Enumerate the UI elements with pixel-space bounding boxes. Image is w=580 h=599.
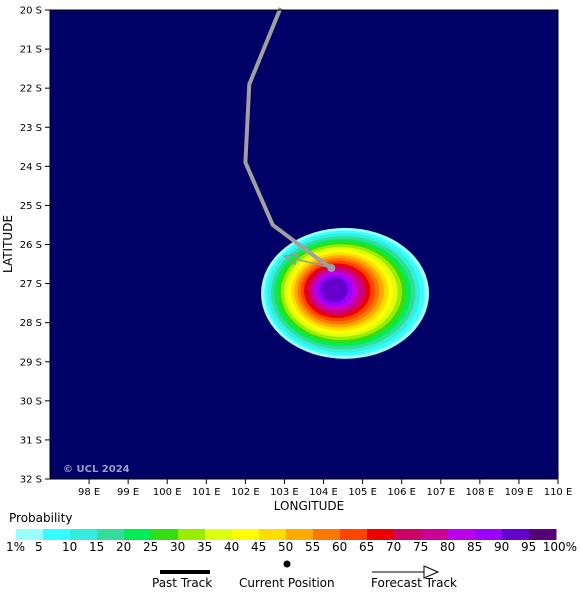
lat-tick-label: 23 S <box>20 123 42 134</box>
legend-label: 70 <box>386 540 402 554</box>
legend-swatch <box>16 529 44 540</box>
lat-tick-label: 20 S <box>20 6 42 17</box>
probability-field <box>261 227 430 359</box>
copyright-text: © UCL 2024 <box>63 464 130 475</box>
lon-tick-label: 103 E <box>270 487 299 498</box>
legend-swatch <box>367 529 395 540</box>
lat-tick-label: 30 S <box>20 396 42 407</box>
track-layer <box>243 7 336 272</box>
legend-swatch <box>151 529 179 540</box>
legend-label: 35 <box>197 540 213 554</box>
legend-swatch <box>394 529 422 540</box>
lon-tick-label: 110 E <box>544 487 573 498</box>
legend-swatch <box>475 529 503 540</box>
y-axis-title: LATITUDE <box>1 215 15 273</box>
legend-swatch <box>502 529 530 540</box>
legend-label: 25 <box>143 540 159 554</box>
legend-swatch <box>70 529 98 540</box>
lat-tick-label: 28 S <box>20 318 42 329</box>
lon-tick-label: 106 E <box>387 487 416 498</box>
lat-tick-label: 32 S <box>20 475 42 486</box>
legend-label: 20 <box>116 540 132 554</box>
past-track-line <box>243 7 333 270</box>
lon-tick-label: 108 E <box>466 487 495 498</box>
probability-contour <box>320 277 348 303</box>
legend-label: 65 <box>359 540 375 554</box>
lat-tick-label: 29 S <box>20 357 42 368</box>
lon-tick-label: 109 E <box>505 487 534 498</box>
legend-swatch <box>178 529 206 540</box>
lat-tick-label: 24 S <box>20 162 42 173</box>
legend-swatch <box>124 529 152 540</box>
lon-tick-label: 100 E <box>153 487 182 498</box>
current-position-dot <box>327 263 336 272</box>
legend-swatch <box>340 529 368 540</box>
lon-tick-label: 105 E <box>348 487 377 498</box>
legend-swatch <box>43 529 71 540</box>
current-position-key-dot <box>283 560 291 568</box>
legend-label: 1% <box>6 540 26 554</box>
x-axis-title: LONGITUDE <box>274 499 344 513</box>
legend-label: 5 <box>35 540 43 554</box>
legend-swatch <box>232 529 260 540</box>
legend-swatch <box>421 529 449 540</box>
lon-tick-label: 99 E <box>117 487 139 498</box>
forecast-track-line <box>295 258 332 269</box>
legend-label: 15 <box>89 540 105 554</box>
past-track-label: Past Track <box>152 576 213 590</box>
legend-label: 75 <box>413 540 429 554</box>
legend-swatch <box>97 529 125 540</box>
forecast-track-key-arrow <box>372 565 440 579</box>
lat-tick-label: 31 S <box>20 435 42 446</box>
lat-tick-label: 21 S <box>20 45 42 56</box>
axis-ticks: 20 S 21 S 22 S 23 S 24 S 25 S 26 S 27 S 28 S 29 S… <box>20 6 573 499</box>
forecast-track-label: Forecast Track <box>371 576 457 590</box>
legend-label: 95 <box>521 540 537 554</box>
lat-tick-label: 27 S <box>20 279 42 290</box>
legend-title: Probability <box>9 511 73 525</box>
lat-tick-label: 25 S <box>20 201 42 212</box>
lat-tick-label: 22 S <box>20 84 42 95</box>
legend-label: 40 <box>224 540 240 554</box>
legend-label: 55 <box>305 540 321 554</box>
legend-label: 10 <box>62 540 78 554</box>
legend-swatch <box>448 529 476 540</box>
lon-tick-label: 98 E <box>78 487 100 498</box>
lat-tick-label: 26 S <box>20 240 42 251</box>
legend-label: 85 <box>467 540 483 554</box>
lon-tick-label: 104 E <box>309 487 338 498</box>
legend-label: 100% <box>542 540 577 554</box>
legend-swatch <box>259 529 287 540</box>
lon-tick-label: 101 E <box>192 487 221 498</box>
legend-label: 90 <box>494 540 510 554</box>
legend-swatch <box>313 529 341 540</box>
legend-label: 50 <box>278 540 294 554</box>
lon-tick-label: 102 E <box>231 487 260 498</box>
legend-swatch <box>286 529 314 540</box>
legend-label: 60 <box>332 540 348 554</box>
probability-legend-bar <box>16 529 557 540</box>
legend-label: 80 <box>440 540 456 554</box>
legend-label: 45 <box>251 540 267 554</box>
legend-swatch <box>529 529 557 540</box>
legend-label: 30 <box>170 540 186 554</box>
forecast-arrowhead <box>282 253 299 266</box>
lon-tick-label: 107 E <box>426 487 455 498</box>
current-position-label: Current Position <box>239 576 335 590</box>
legend-swatch <box>205 529 233 540</box>
